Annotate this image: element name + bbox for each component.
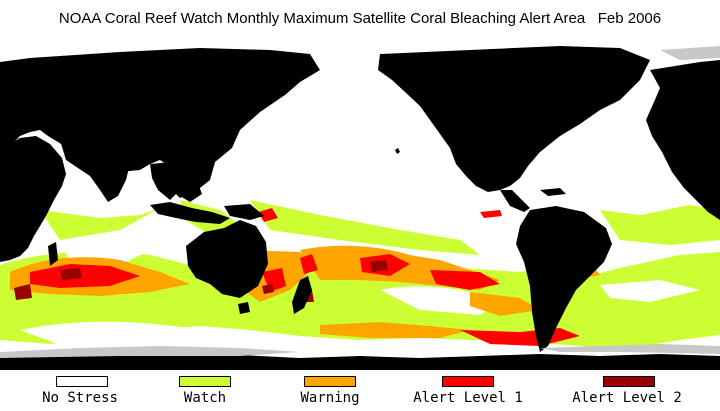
legend-swatch-no-stress <box>56 376 108 387</box>
land-africa-east <box>0 136 66 262</box>
legend-swatch-alert-level-1 <box>442 376 494 387</box>
sea-ice <box>0 46 720 358</box>
land-caribbean <box>540 188 566 196</box>
land-europe-africa-west <box>646 60 720 220</box>
legend-label-watch: Watch <box>183 390 227 406</box>
legend-label-no-stress: No Stress <box>42 390 118 406</box>
legend-swatch-watch <box>179 376 231 387</box>
land-japan <box>225 102 244 134</box>
land-arabia-india <box>60 140 130 202</box>
land-madagascar <box>48 242 58 266</box>
land-new-guinea <box>224 204 264 220</box>
land-indonesia <box>150 202 230 224</box>
bleaching-alert-map <box>0 40 720 370</box>
land-hawaii <box>395 148 400 154</box>
legend-label-alert-level-2: Alert Level 2 <box>572 390 682 406</box>
land-southeast-asia <box>150 162 186 200</box>
alert-level-2-areas <box>14 260 388 302</box>
world-map-canvas <box>0 40 720 370</box>
no-stress-patches <box>20 235 700 345</box>
map-legend: No Stress Watch Warning Alert Level 1 Al… <box>0 376 720 411</box>
land-antarctica <box>0 352 720 370</box>
legend-swatch-warning <box>304 376 356 387</box>
map-title: NOAA Coral Reef Watch Monthly Maximum Sa… <box>58 10 662 27</box>
land-central-america <box>500 190 530 212</box>
land-australia <box>186 220 268 298</box>
land-south-america <box>516 206 612 352</box>
legend-label-alert-level-1: Alert Level 1 <box>413 390 523 406</box>
legend-swatch-alert-level-2 <box>603 376 655 387</box>
land-north-america <box>378 46 650 192</box>
land-north-west <box>0 48 320 198</box>
land-new-zealand <box>292 276 312 314</box>
land-tasmania <box>238 302 250 314</box>
legend-label-warning: Warning <box>300 390 360 406</box>
land-borneo <box>178 178 202 202</box>
land-masses <box>0 46 720 370</box>
